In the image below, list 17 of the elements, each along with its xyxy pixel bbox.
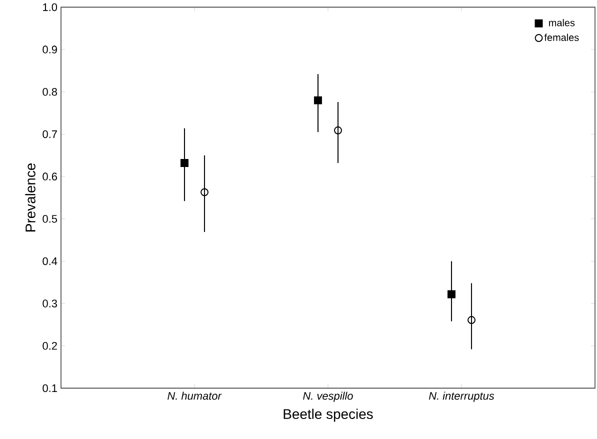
y-tick-label: 0.4 bbox=[42, 257, 58, 265]
x-tick-label: N. interruptus bbox=[428, 392, 494, 402]
y-tick-label: 0.1 bbox=[42, 384, 57, 392]
y-tick-label: 0.3 bbox=[42, 300, 57, 308]
y-axis-title: Prevalence bbox=[25, 163, 36, 232]
y-tick-label: 0.8 bbox=[42, 88, 57, 96]
x-tick-label: N. vespillo bbox=[303, 392, 353, 402]
legend-label: females bbox=[544, 34, 579, 41]
x-tick-label: N. humator bbox=[168, 392, 222, 400]
y-tick-label: 1.0 bbox=[43, 3, 58, 11]
y-tick-label: 0.2 bbox=[42, 342, 57, 350]
legend-label: males bbox=[549, 18, 575, 26]
y-tick-label: 0.6 bbox=[42, 172, 57, 180]
y-tick-label: 0.7 bbox=[42, 130, 57, 138]
y-tick-label: 0.9 bbox=[42, 46, 57, 54]
x-axis-title: Beetle species bbox=[284, 408, 373, 422]
y-tick-label: 0.5 bbox=[42, 214, 58, 223]
